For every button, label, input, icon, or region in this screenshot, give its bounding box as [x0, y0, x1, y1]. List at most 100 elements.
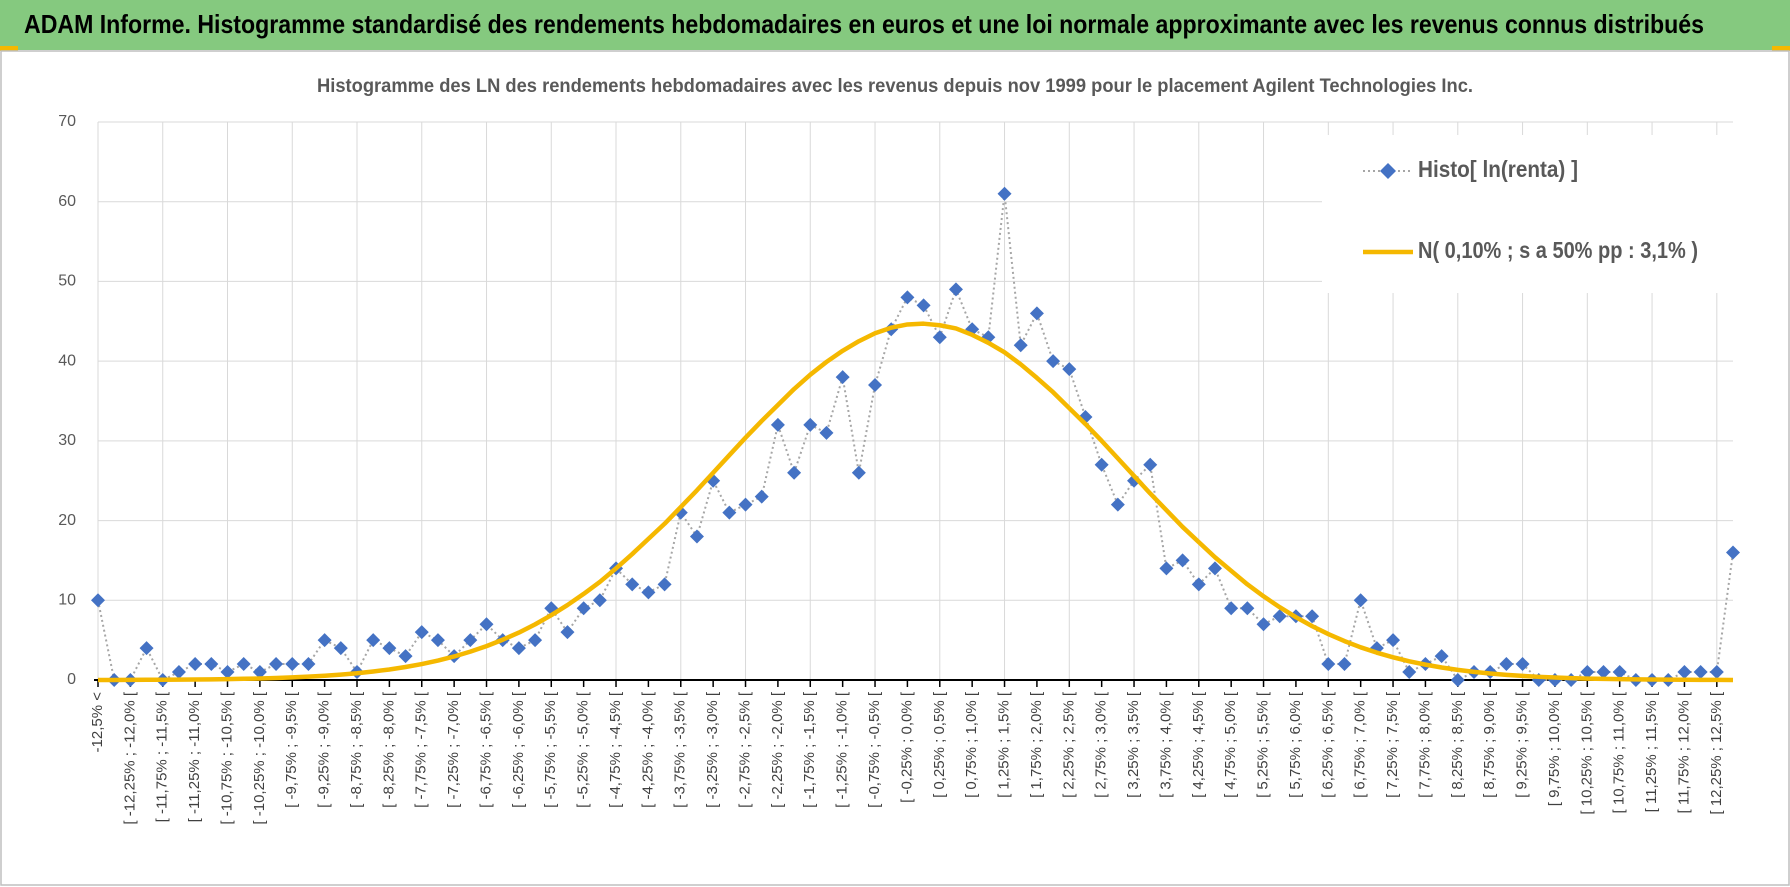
- legend-label: N( 0,10% ; s a 50% pp : 3,1% ): [1418, 237, 1698, 263]
- x-tick-label: [ 12,25% ; 12,5% [: [1708, 691, 1725, 814]
- y-tick-label: 0: [67, 671, 76, 688]
- x-tick-label: [ 0,75% ; 1,0% [: [963, 691, 980, 798]
- data-point: [900, 290, 915, 305]
- data-point: [641, 585, 656, 600]
- x-tick-label: [ -7,75% ; -7,5% [: [413, 691, 430, 808]
- x-tick-label: [ -1,75% ; -1,5% [: [801, 691, 818, 808]
- data-point: [1272, 609, 1287, 624]
- x-tick-label: [ -6,75% ; -6,5% [: [477, 691, 494, 808]
- data-point: [528, 633, 543, 648]
- data-point: [1337, 657, 1352, 672]
- data-point: [1191, 577, 1206, 592]
- x-tick-label: [ 1,25% ; 1,5% [: [996, 691, 1013, 798]
- series-line: [98, 321, 1734, 683]
- data-point: [754, 489, 769, 504]
- data-point: [1305, 609, 1320, 624]
- data-point: [1175, 553, 1190, 568]
- x-tick-label: [ 2,25% ; 2,5% [: [1060, 691, 1077, 798]
- x-tick-label: [ -4,75% ; -4,5% [: [607, 691, 624, 808]
- data-point: [430, 633, 445, 648]
- data-point: [301, 657, 316, 672]
- data-point: [997, 186, 1012, 201]
- x-tick-label: [ -7,25% ; -7,0% [: [445, 691, 462, 808]
- data-point: [463, 633, 478, 648]
- data-point: [787, 465, 802, 480]
- data-point: [236, 657, 251, 672]
- data-point: [139, 641, 154, 656]
- data-point: [333, 641, 348, 656]
- x-tick-label: [ 3,75% ; 4,0% [: [1157, 691, 1174, 798]
- x-tick-label: [ 2,75% ; 3,0% [: [1093, 691, 1110, 798]
- data-point: [1029, 306, 1044, 321]
- x-tick-label: [ 11,75% ; 12,0% [: [1675, 691, 1692, 813]
- data-point: [1094, 457, 1109, 472]
- x-tick-label: [ -9,25% ; -9,0% [: [316, 691, 333, 808]
- data-point: [1046, 354, 1061, 369]
- x-tick-label: [ -4,25% ; -4,0% [: [639, 691, 656, 808]
- x-tick-label: [ -6,25% ; -6,0% [: [510, 691, 527, 808]
- data-point: [1110, 497, 1125, 512]
- data-point: [851, 465, 866, 480]
- legend-label: Histo[ ln(renta) ]: [1418, 156, 1578, 182]
- data-point: [625, 577, 640, 592]
- data-point: [916, 298, 931, 313]
- data-point: [1321, 657, 1336, 672]
- data-point: [1596, 665, 1611, 680]
- x-tick-label: [ 5,75% ; 6,0% [: [1287, 691, 1304, 798]
- data-point: [188, 657, 203, 672]
- x-tick-label: [ -12,25% ; -12,0% [: [121, 691, 138, 824]
- y-tick-label: 30: [58, 432, 76, 449]
- data-point: [285, 657, 300, 672]
- x-tick-label: [ 5,25% ; 5,5% [: [1255, 691, 1272, 798]
- data-point: [560, 625, 575, 640]
- x-tick-label: [ -10,25% ; -10,0% [: [251, 691, 268, 824]
- data-point: [366, 633, 381, 648]
- data-point: [770, 417, 785, 432]
- data-point: [1402, 665, 1417, 680]
- x-tick-label: [ -11,25% ; -11,0% [: [186, 691, 203, 822]
- data-point: [738, 497, 753, 512]
- x-tick-label: [ 3,25% ; 3,5% [: [1125, 691, 1142, 798]
- y-tick-label: 50: [58, 273, 76, 290]
- chart-title: Histogramme des LN des rendements hebdom…: [317, 76, 1473, 97]
- data-point: [479, 617, 494, 632]
- plot-area: [91, 186, 1740, 687]
- data-point: [317, 633, 332, 648]
- legend-marker: [1380, 163, 1396, 179]
- data-point: [269, 657, 284, 672]
- data-point: [1709, 665, 1724, 680]
- page-title: ADAM Informe. Histogramme standardisé de…: [24, 9, 1704, 39]
- x-tick-label: [ 8,25% ; 8,5% [: [1449, 691, 1466, 798]
- data-point: [803, 417, 818, 432]
- data-point: [1256, 617, 1271, 632]
- data-point: [1726, 545, 1740, 560]
- x-tick-label: [ -3,75% ; -3,5% [: [672, 691, 689, 808]
- data-point: [1013, 338, 1028, 353]
- x-tick-label: [ 9,75% ; 10,0% [: [1546, 691, 1563, 806]
- data-point: [1062, 362, 1077, 377]
- data-point: [1207, 561, 1222, 576]
- data-point: [204, 657, 219, 672]
- x-tick-label: [ -5,75% ; -5,5% [: [542, 691, 559, 808]
- x-tick-label: [ 1,75% ; 2,0% [: [1028, 691, 1045, 798]
- x-tick-label: [ 10,25% ; 10,5% [: [1578, 691, 1595, 814]
- x-tick-label: [ -0,25% ; 0,0% [: [898, 691, 915, 803]
- x-tick-label: [ 4,25% ; 4,5% [: [1190, 691, 1207, 798]
- data-point: [511, 641, 526, 656]
- data-point: [1159, 561, 1174, 576]
- x-tick-label: [ -8,25% ; -8,0% [: [380, 691, 397, 808]
- x-tick-label: [ 7,25% ; 7,5% [: [1384, 691, 1401, 798]
- x-tick-label: [ -0,75% ; -0,5% [: [866, 691, 883, 808]
- data-point: [1224, 601, 1239, 616]
- data-point: [1143, 457, 1158, 472]
- x-tick-label: [ 0,25% ; 0,5% [: [931, 691, 948, 798]
- x-tick-label: [ 6,25% ; 6,5% [: [1319, 691, 1336, 798]
- data-point: [1499, 657, 1514, 672]
- y-tick-label: 60: [58, 193, 76, 210]
- data-point: [576, 601, 591, 616]
- data-point: [948, 282, 963, 297]
- data-point: [1693, 665, 1708, 680]
- data-point: [1434, 649, 1449, 664]
- data-point: [414, 625, 429, 640]
